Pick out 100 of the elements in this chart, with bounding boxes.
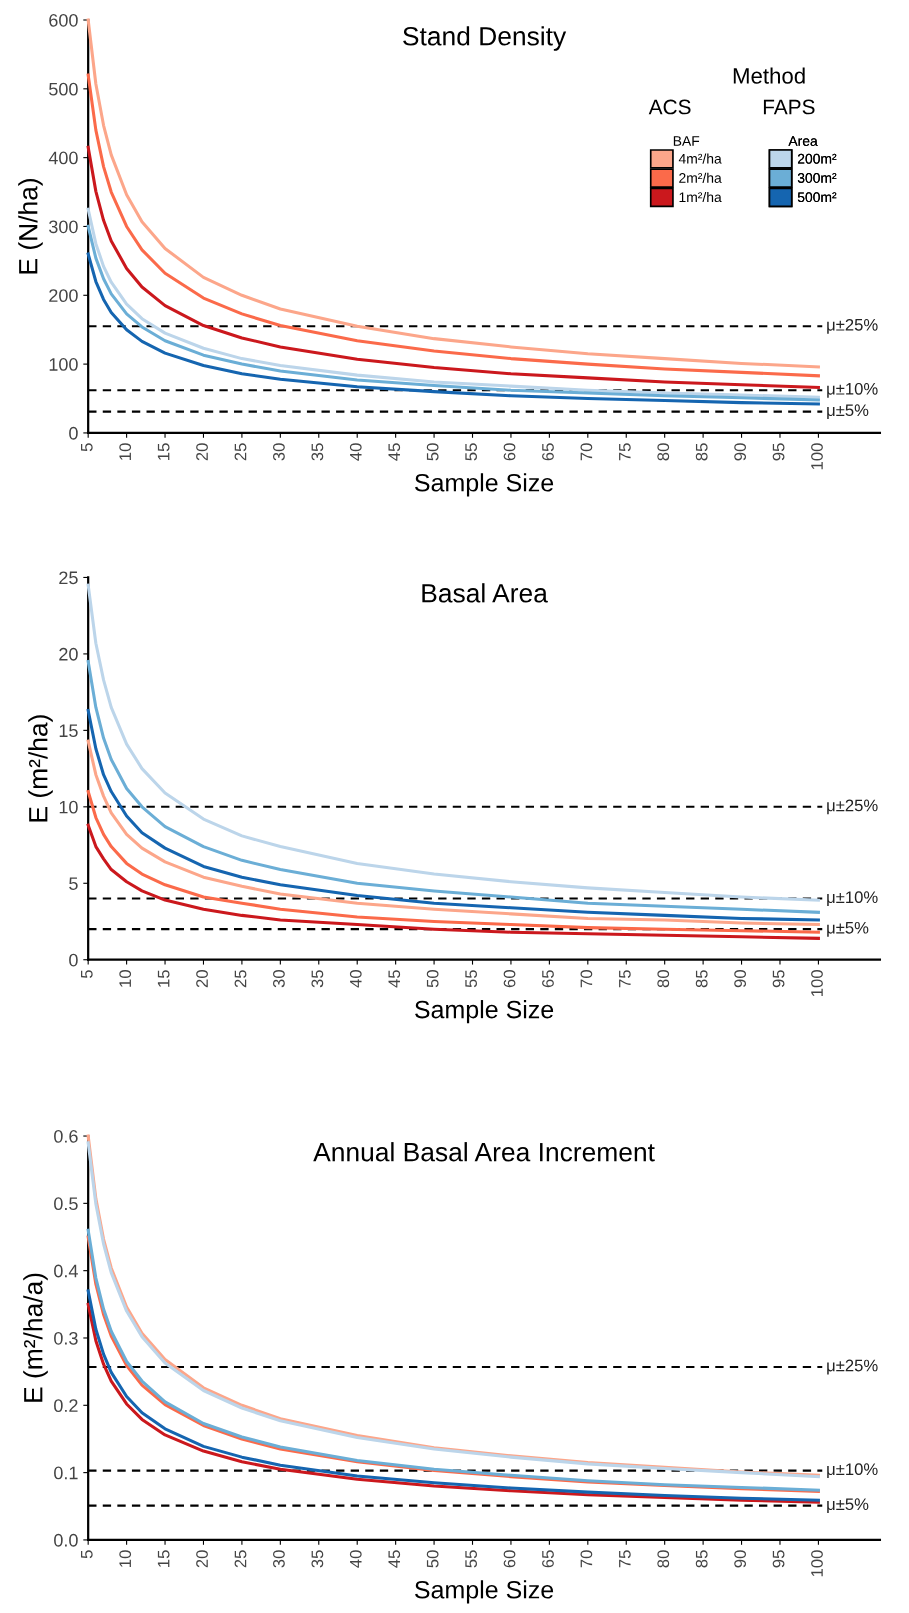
y-tick-label: 0.5 (54, 1197, 78, 1211)
y-axis-title: E (m²/ha/a) (23, 1273, 48, 1402)
ref-line-label: μ±10% (827, 382, 878, 398)
x-tick-label: 80 (657, 1550, 670, 1568)
x-tick-label: 30 (273, 443, 285, 461)
y-tick-label: 300 (49, 220, 78, 234)
x-tick-label: 55 (465, 443, 477, 461)
y-tick-label: 0.1 (54, 1466, 78, 1480)
x-tick-label: 90 (734, 443, 747, 461)
y-tick-label: 0 (69, 426, 78, 440)
x-tick-label: 60 (503, 1550, 516, 1568)
line-series (86, 790, 820, 934)
annotation: BAF (673, 136, 700, 146)
x-tick-label: 30 (273, 1550, 285, 1568)
ref-line-label: μ±10% (827, 891, 878, 907)
x-tick-label: 15 (157, 443, 170, 460)
x-tick-label: 100 (811, 1550, 823, 1577)
x-tick-label: 50 (426, 970, 439, 988)
x-axis-title: Sample Size (415, 473, 554, 497)
x-tick-label: 80 (657, 970, 670, 988)
y-tick-label: 0.3 (54, 1331, 78, 1345)
x-tick-label: 20 (196, 1550, 208, 1568)
x-tick-label: 20 (196, 970, 208, 988)
x-tick-label: 75 (619, 443, 631, 461)
x-tick-label: 55 (465, 970, 477, 988)
x-tick-label: 40 (349, 970, 362, 988)
legend-label: 2m²/ha (679, 172, 722, 183)
x-tick-label: 90 (734, 970, 747, 988)
x-tick-label: 25 (234, 970, 247, 988)
x-tick-label: 95 (772, 1550, 785, 1568)
x-tick-label: 55 (465, 1550, 477, 1568)
x-tick-label: 60 (503, 970, 516, 988)
y-tick-label: 0.2 (54, 1399, 78, 1413)
y-tick-label: 200 (49, 289, 78, 303)
x-tick-label: 95 (772, 443, 785, 461)
y-tick-label: 25 (59, 571, 78, 585)
x-tick-label: 85 (695, 1550, 708, 1568)
y-tick-label: 0.4 (54, 1264, 78, 1278)
x-tick-label: 45 (388, 443, 401, 461)
x-tick-label: 65 (542, 443, 554, 461)
x-tick-label: 100 (811, 970, 823, 996)
x-tick-label: 85 (695, 970, 708, 988)
x-tick-label: 10 (119, 443, 132, 460)
x-tick-label: 60 (503, 443, 516, 461)
x-tick-label: 70 (580, 970, 593, 988)
x-tick-label: 45 (388, 970, 401, 988)
legend-label: 1m²/ha (679, 191, 722, 203)
x-tick-label: 40 (349, 1550, 362, 1568)
x-tick-label: 90 (734, 1550, 747, 1568)
x-tick-label: 15 (157, 1550, 170, 1567)
y-tick-label: 0 (69, 953, 78, 967)
x-axis-title: Sample Size (415, 1000, 554, 1024)
legend-label: 500m² (797, 192, 837, 203)
x-tick-label: 45 (388, 1550, 401, 1568)
y-axis-title: E (m²/ha) (28, 715, 53, 822)
x-tick-label: 70 (580, 1550, 593, 1568)
x-tick-label: 75 (619, 1550, 631, 1568)
x-tick-label: 35 (311, 1550, 324, 1568)
x-tick-label: 95 (772, 970, 785, 988)
annotation: Area (788, 136, 818, 146)
chart-title: Stand Density (403, 26, 567, 51)
line-series (86, 660, 820, 914)
line-series (86, 252, 820, 406)
x-tick-label: 70 (580, 443, 593, 461)
x-tick-label: 80 (657, 443, 670, 461)
y-tick-label: 0.6 (54, 1129, 78, 1143)
x-tick-label: 50 (426, 1550, 439, 1568)
legend-label: 4m²/ha (678, 153, 722, 164)
y-tick-label: 0.0 (54, 1533, 78, 1547)
x-tick-label: 20 (196, 443, 208, 461)
ref-line-label: μ±5% (827, 1498, 869, 1514)
y-tick-label: 400 (48, 151, 78, 165)
x-tick-label: 5 (81, 970, 93, 979)
x-tick-label: 85 (695, 443, 708, 461)
x-tick-label: 40 (349, 443, 362, 461)
legend-label: 200m² (797, 153, 837, 164)
line-series (86, 739, 820, 927)
ref-line-label: μ±25% (827, 318, 878, 334)
legend-label: 300m² (797, 173, 837, 183)
x-axis-title: Sample Size (415, 1580, 554, 1604)
x-tick-label: 10 (119, 1550, 132, 1567)
y-tick-label: 20 (59, 647, 78, 661)
x-tick-label: 75 (619, 970, 631, 988)
y-tick-label: 5 (69, 877, 78, 890)
annotation: FAPS (763, 99, 815, 115)
x-tick-label: 100 (811, 443, 823, 470)
chart-title: Basal Area (422, 583, 548, 603)
y-axis-title: E (N/ha) (18, 178, 43, 274)
y-tick-label: 500 (49, 82, 78, 96)
line-series (86, 708, 820, 922)
y-tick-label: 15 (59, 724, 78, 738)
x-tick-label: 35 (311, 443, 324, 461)
ref-line-label: μ±5% (827, 404, 869, 420)
x-tick-label: 65 (542, 1550, 554, 1568)
y-tick-label: 600 (49, 13, 78, 27)
line-series (86, 583, 820, 902)
y-tick-label: 10 (59, 800, 78, 814)
x-tick-label: 5 (81, 1550, 93, 1559)
x-tick-label: 25 (234, 443, 247, 461)
x-tick-label: 35 (311, 970, 324, 988)
